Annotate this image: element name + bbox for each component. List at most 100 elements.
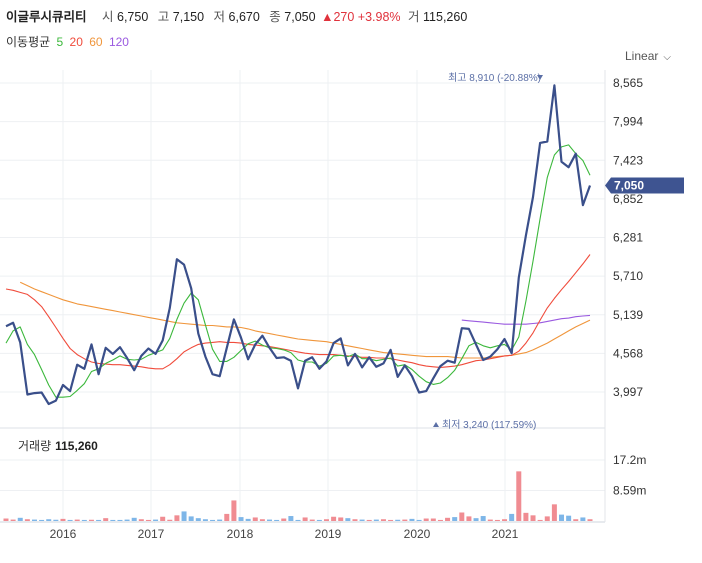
volume-bar bbox=[24, 519, 30, 521]
volume-bar bbox=[323, 519, 329, 521]
ma-period-120: 120 bbox=[108, 35, 129, 49]
volume-bar bbox=[487, 519, 493, 521]
high-annotation: 최고 8,910 (-20.88%) bbox=[448, 72, 541, 84]
volume-bar bbox=[559, 514, 565, 521]
volume-bar bbox=[380, 519, 386, 521]
x-tick-label: 2018 bbox=[227, 527, 254, 541]
low-label: 저 bbox=[213, 10, 226, 24]
scale-selector-label: Linear bbox=[625, 49, 659, 63]
volume-bar bbox=[295, 519, 301, 521]
high-label: 고 bbox=[157, 10, 170, 24]
current-price-label: 7,050 bbox=[614, 178, 644, 192]
volume-bar bbox=[587, 519, 593, 521]
chevron-down-icon: ⌵ bbox=[663, 52, 671, 63]
volume-bar bbox=[502, 519, 508, 521]
volume-bar bbox=[523, 512, 529, 521]
volume-bar bbox=[580, 517, 586, 521]
volume-bar bbox=[359, 519, 365, 521]
volume-bar bbox=[473, 518, 479, 521]
volume-bar bbox=[17, 517, 23, 521]
volume-bar bbox=[174, 515, 180, 521]
change-value: 270 bbox=[333, 10, 355, 24]
volume-bar bbox=[202, 519, 208, 521]
volume-bar bbox=[566, 515, 572, 521]
volume-bar bbox=[88, 519, 94, 521]
volume-bar bbox=[39, 519, 45, 521]
volume-bar bbox=[352, 519, 358, 521]
volume-bar bbox=[267, 519, 273, 521]
scale-selector[interactable]: Linear ⌵ bbox=[625, 49, 671, 63]
volume-bar bbox=[480, 516, 486, 521]
volume-bar bbox=[217, 519, 223, 521]
volume-bar bbox=[409, 518, 415, 521]
volume-panel-title: 거래량 115,260 bbox=[18, 437, 98, 454]
high-marker-icon bbox=[537, 75, 543, 80]
volume-bar bbox=[366, 519, 372, 521]
volume-label: 거 bbox=[408, 10, 420, 24]
volume-bar bbox=[160, 516, 166, 521]
stock-name: 이글루시큐리티 bbox=[6, 10, 87, 24]
volume-bar bbox=[445, 517, 451, 521]
volume-bar bbox=[281, 518, 287, 521]
x-tick-label: 2019 bbox=[315, 527, 342, 541]
volume-bar bbox=[288, 516, 294, 521]
volume-bar bbox=[188, 516, 194, 521]
volume-bar bbox=[31, 519, 37, 521]
x-tick-label: 2016 bbox=[50, 527, 77, 541]
volume-bar bbox=[195, 518, 201, 521]
volume-bar bbox=[530, 515, 536, 521]
volume-bar bbox=[145, 519, 151, 521]
volume-bar bbox=[167, 519, 173, 521]
y-tick-label: 6,852 bbox=[613, 192, 643, 206]
volume-bar bbox=[138, 519, 144, 521]
volume-bar bbox=[516, 471, 522, 521]
volume-bar bbox=[537, 519, 543, 521]
volume-bar bbox=[373, 519, 379, 521]
stock-header: 이글루시큐리티 시 6,750 고 7,150 저 6,670 종 7,050 … bbox=[6, 6, 469, 25]
volume-bar bbox=[60, 518, 66, 521]
volume-bar bbox=[10, 519, 16, 521]
volume-bar bbox=[544, 516, 550, 521]
volume-panel-value: 115,260 bbox=[55, 439, 98, 453]
open-label: 시 bbox=[102, 10, 114, 24]
volume-bar bbox=[53, 519, 59, 521]
volume-bar bbox=[210, 519, 216, 521]
volume-bar bbox=[402, 519, 408, 521]
volume-bar bbox=[430, 518, 436, 521]
volume-bar bbox=[131, 517, 137, 521]
moving-average-legend[interactable]: 이동평균 5 20 60 120 bbox=[6, 33, 132, 50]
volume-bar bbox=[110, 519, 116, 521]
volume-value: 115,260 bbox=[423, 10, 468, 24]
volume-bar bbox=[81, 519, 87, 521]
volume-bar bbox=[96, 519, 102, 521]
volume-tick-label: 17.2m bbox=[613, 453, 646, 467]
x-tick-label: 2020 bbox=[404, 527, 431, 541]
moving-average-line-5 bbox=[5, 144, 591, 398]
volume-bar bbox=[117, 519, 123, 521]
y-tick-label: 5,710 bbox=[613, 269, 643, 283]
change-percent: +3.98% bbox=[357, 10, 401, 24]
y-tick-label: 7,423 bbox=[613, 153, 643, 167]
volume-bar bbox=[459, 512, 465, 521]
volume-bar bbox=[331, 516, 337, 521]
volume-bar bbox=[316, 519, 322, 521]
y-tick-label: 5,139 bbox=[613, 308, 643, 322]
volume-bar bbox=[551, 504, 557, 521]
volume-bar bbox=[46, 519, 52, 521]
x-tick-label: 2021 bbox=[492, 527, 519, 541]
volume-bar bbox=[74, 519, 80, 521]
moving-average-label: 이동평균 bbox=[6, 35, 51, 49]
close-value: 7,050 bbox=[284, 10, 316, 24]
volume-bar bbox=[573, 519, 579, 521]
ma-period-5: 5 bbox=[56, 35, 64, 49]
volume-bar bbox=[238, 517, 244, 521]
volume-bar bbox=[416, 519, 422, 521]
volume-bar bbox=[452, 517, 458, 521]
y-tick-label: 6,281 bbox=[613, 231, 643, 245]
moving-average-line-60 bbox=[19, 281, 591, 359]
volume-bar bbox=[345, 518, 351, 521]
moving-average-line-120 bbox=[461, 314, 591, 325]
volume-bar bbox=[3, 518, 9, 521]
volume-bar bbox=[388, 519, 394, 521]
